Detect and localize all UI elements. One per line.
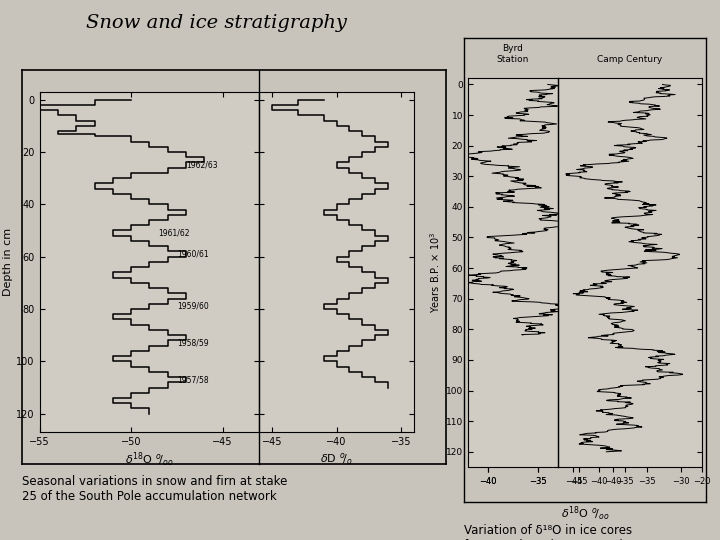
- Y-axis label: Depth in cm: Depth in cm: [4, 228, 14, 296]
- Title: Byrd
Station: Byrd Station: [497, 44, 529, 64]
- Text: 1957/58: 1957/58: [177, 375, 209, 384]
- Text: 1961/62: 1961/62: [158, 228, 190, 238]
- X-axis label: $\delta$D $^o\!/_o$: $\delta$D $^o\!/_o$: [320, 451, 353, 467]
- Title: Camp Century: Camp Century: [598, 55, 662, 64]
- Text: 1959/60: 1959/60: [177, 302, 209, 311]
- Text: 1960/61: 1960/61: [177, 249, 209, 259]
- Text: Variation of δ¹⁸O in ice cores
from Byrd Station, Antarctica,
and Camp Century, : Variation of δ¹⁸O in ice cores from Byrd…: [464, 524, 645, 540]
- Text: $\delta^{18}$O $^o\!/_{oo}$: $\delta^{18}$O $^o\!/_{oo}$: [561, 505, 609, 523]
- X-axis label: $\delta^{18}$O $^o\!/_{oo}$: $\delta^{18}$O $^o\!/_{oo}$: [125, 451, 174, 469]
- Y-axis label: Years B.P. $\times$ 10$^3$: Years B.P. $\times$ 10$^3$: [428, 232, 442, 314]
- Text: 1958/59: 1958/59: [177, 339, 209, 348]
- Text: Seasonal variations in snow and firn at stake
25 of the South Pole accumulation : Seasonal variations in snow and firn at …: [22, 475, 287, 503]
- Text: 1962/63: 1962/63: [186, 160, 217, 170]
- Text: Snow and ice stratigraphy: Snow and ice stratigraphy: [86, 14, 346, 31]
